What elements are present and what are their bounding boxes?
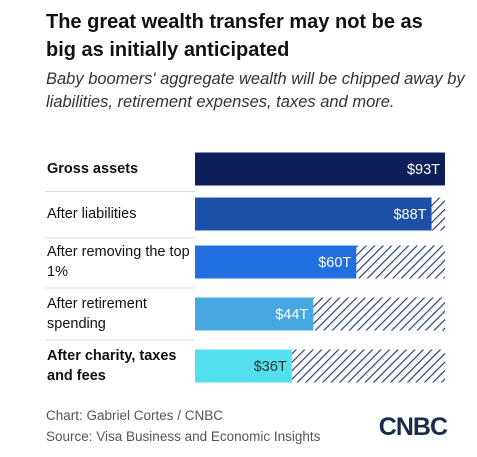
bar: [195, 349, 292, 383]
category-label: After removing the top 1%: [47, 244, 190, 280]
value-label: $93T: [407, 162, 440, 178]
category-label: After retirement spending: [47, 296, 147, 332]
bar: [195, 245, 357, 279]
chart-subtitle: Baby boomers' aggregate wealth will be c…: [46, 70, 465, 111]
value-label: $44T: [275, 307, 308, 323]
plot: $93T $88T $60T $44T $36T: [45, 152, 445, 383]
chart-credit: Chart: Gabriel Cortes / CNBC: [46, 408, 224, 423]
logo: CNBC: [378, 413, 448, 441]
category-label: Gross assets: [47, 161, 139, 177]
remainder-hatch: [431, 197, 445, 231]
value-label: $88T: [393, 207, 426, 223]
chart-source: Source: Visa Business and Economic Insig…: [46, 429, 321, 444]
chart-title: The great wealth transfer may not be as …: [46, 11, 423, 61]
bar: [195, 197, 432, 231]
remainder-hatch: [356, 245, 445, 279]
bar: [195, 297, 314, 331]
bar: [195, 152, 445, 186]
remainder-hatch: [313, 297, 445, 331]
value-label: $60T: [318, 255, 351, 271]
remainder-hatch: [291, 349, 445, 383]
category-label: After liabilities: [47, 206, 137, 222]
value-label: $36T: [254, 359, 287, 375]
category-label: After charity, taxes and fees: [47, 348, 177, 384]
